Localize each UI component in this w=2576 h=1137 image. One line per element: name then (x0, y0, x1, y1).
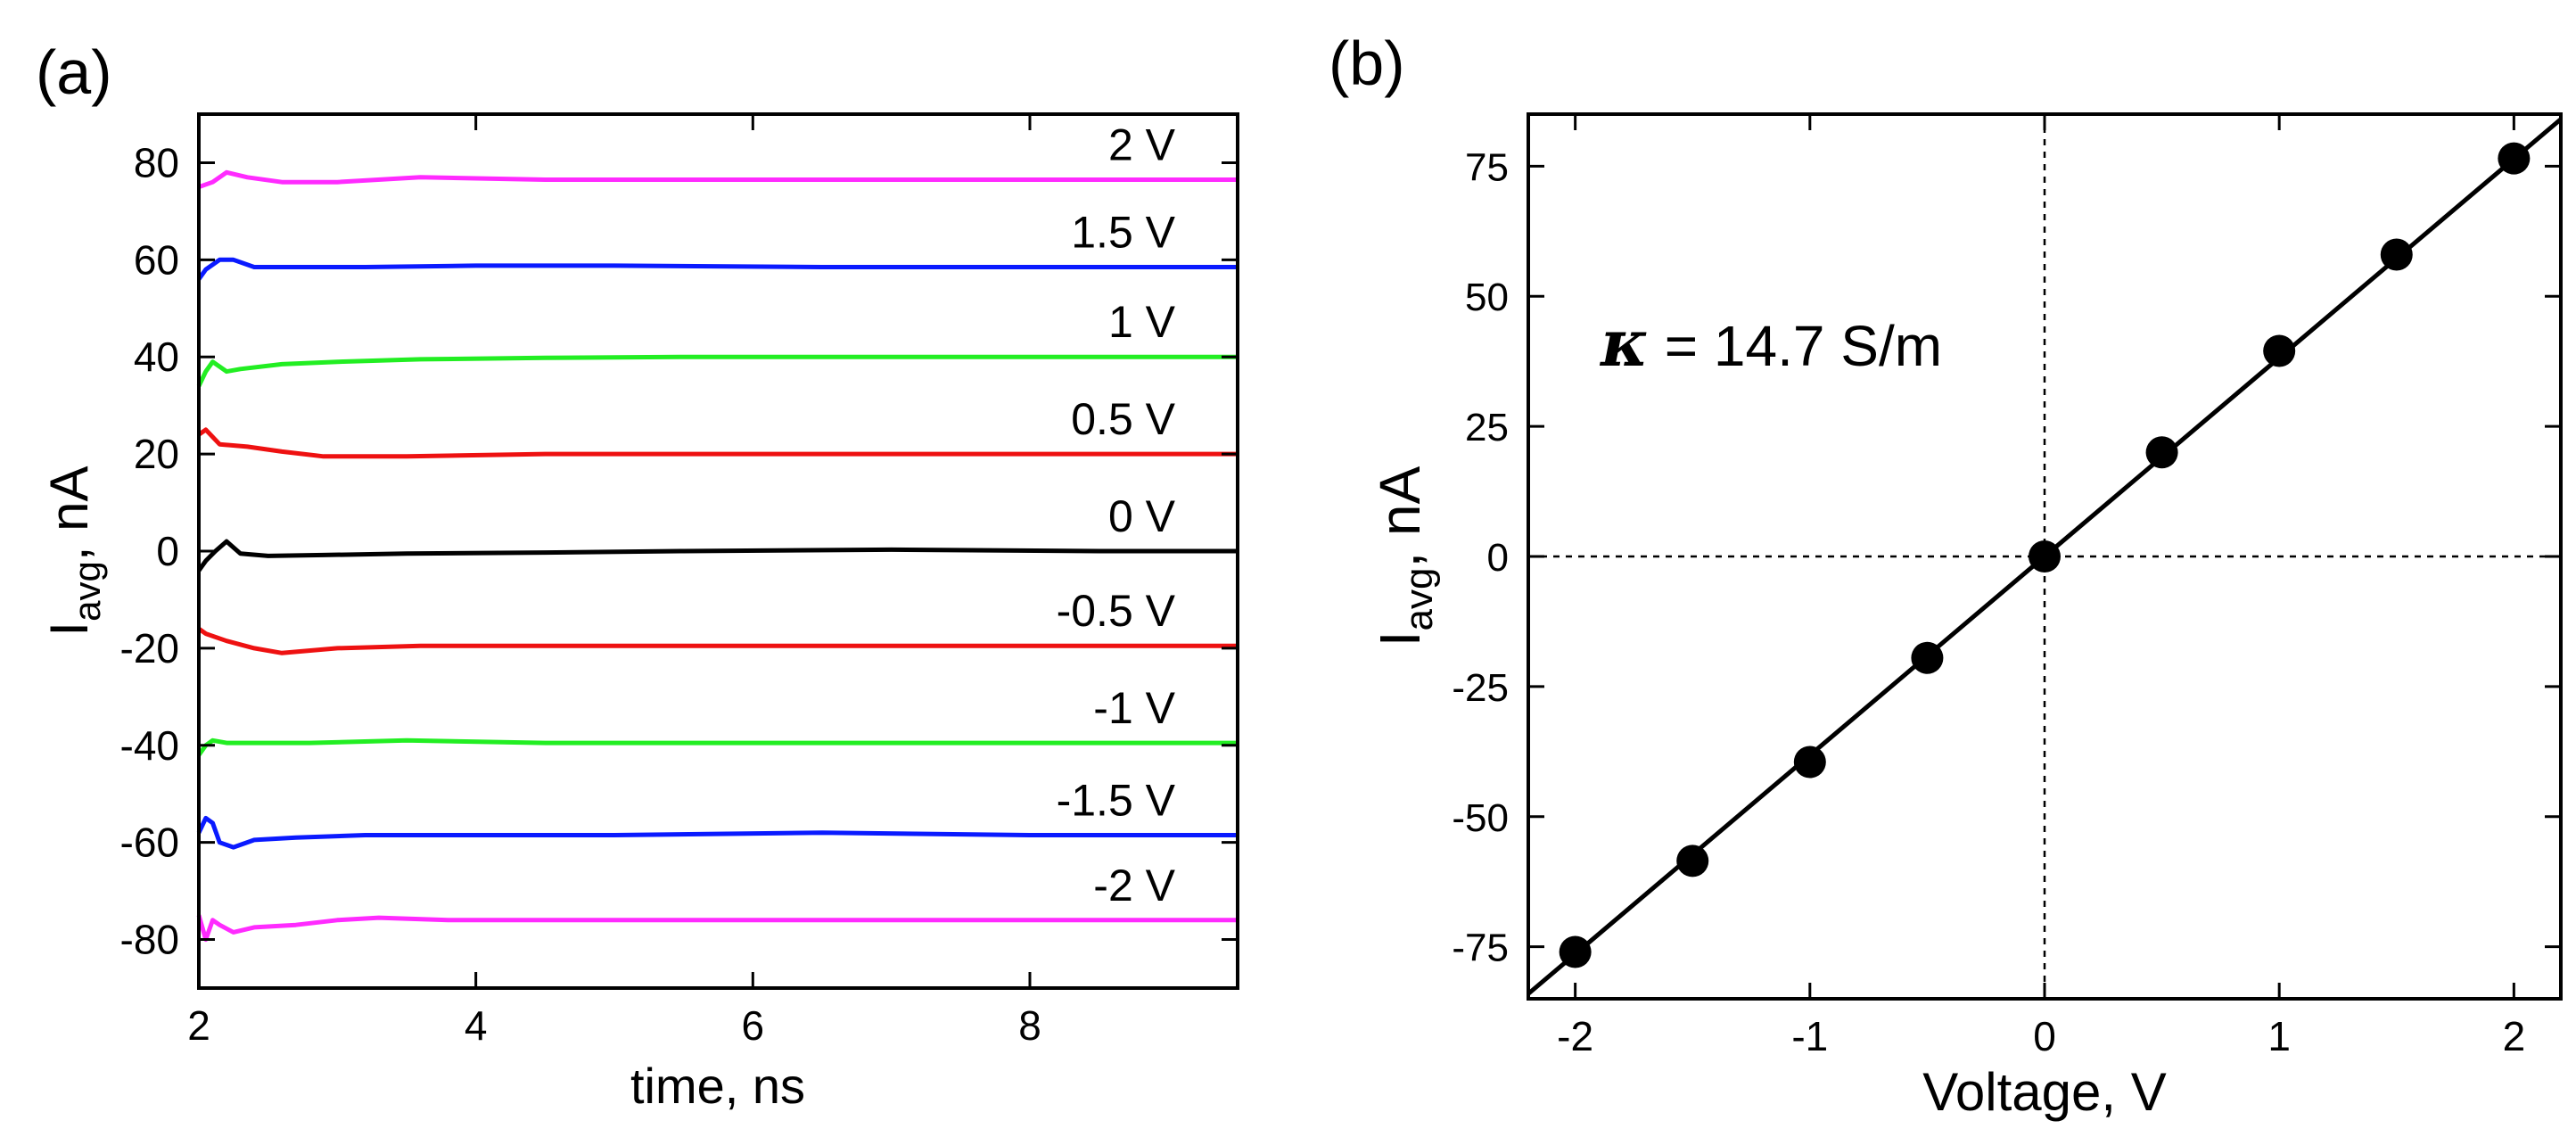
panel-b-y-tick-label-5: 50 (1465, 276, 1509, 319)
panel-a-y-tick-label-3: -20 (120, 625, 179, 671)
panel-a-series-label-4: 0 V (1108, 491, 1176, 541)
panel-b-x-ticks: -2 -1 0 1 2 (1557, 114, 2525, 1059)
panel-b-plot-area (1527, 112, 2563, 1001)
panel-a-series-label-6: -1 V (1093, 683, 1175, 733)
panel-a-series-group (196, 169, 1238, 943)
panel-a-series-labels: 2 V 1.5 V 1 V 0.5 V 0 V -0.5 V -1 V -1.5 V -2 V (1057, 120, 1176, 910)
panel-a-label: (a) (36, 37, 112, 107)
panel-b-label: (b) (1329, 29, 1405, 98)
panel-a-x-tick-label-0: 2 (187, 1002, 210, 1049)
panel-a-series-label-1: 1.5 V (1071, 208, 1175, 258)
panel-a-series-label-3: 0.5 V (1071, 394, 1175, 444)
panel-a-y-axis-label: Iavg, nA (39, 466, 108, 636)
panel-a-y-tick-label-0: -80 (120, 917, 179, 963)
panel-b-y-axis-label: Iavg, nA (1368, 466, 1441, 647)
panel-b-point-4 (2029, 540, 2061, 573)
panel-a-x-tick-label-3: 8 (1018, 1002, 1041, 1049)
panel-b-annotation: κ = 14.7 S/m (1599, 305, 1942, 381)
panel-b-y-tick-label-1: -50 (1452, 796, 1509, 840)
panel-a-series-line-2 (196, 354, 1238, 387)
panel-b-point-8 (2498, 142, 2531, 175)
panel-a-x-axis-label: time, ns (630, 1058, 805, 1114)
panel-a-series-line-3 (197, 427, 1238, 459)
panel-a-series-label-7: -1.5 V (1057, 776, 1176, 826)
panel-b-y-tick-label-4: 25 (1465, 406, 1509, 449)
panel-b-point-1 (1676, 845, 1709, 877)
panel-b-y-tick-label-2: -25 (1452, 666, 1509, 710)
panel-b-x-tick-label-2: 0 (2033, 1013, 2056, 1059)
panel-b-x-axis-label: Voltage, V (1922, 1062, 2167, 1122)
panel-a-y-tick-label-1: -60 (120, 820, 179, 866)
panel-a-series-label-2: 1 V (1108, 297, 1176, 347)
panel-a-y-tick-label-4: 0 (156, 528, 179, 574)
panel-a-y-ticks: -80 -60 -40 -20 0 20 40 60 80 (120, 139, 1238, 963)
panel-a-y-tick-label-5: 20 (134, 431, 179, 477)
panel-b-points (1559, 142, 2531, 968)
panel-b-y-tick-label-3: 0 (1487, 536, 1509, 580)
panel-a-series-line-4 (196, 539, 1238, 573)
panel-b-y-ticks: -75 -50 -25 0 25 50 75 (1452, 145, 2561, 970)
panel-a-series-line-8 (196, 914, 1238, 943)
panel-a-plot-area: 2 V 1.5 V 1 V 0.5 V 0 V -0.5 V -1 V -1.5 V -2 V (196, 112, 1239, 990)
panel-a-series-line-1 (196, 257, 1238, 281)
panel-a-series-line-7 (196, 815, 1238, 850)
panel-b-x-tick-label-0: -2 (1557, 1013, 1593, 1059)
panel-b-x-tick-label-3: 1 (2267, 1013, 2291, 1059)
panel-a-series-line-5 (197, 627, 1238, 655)
panel-b-point-0 (1559, 935, 1592, 968)
panel-a-series-label-0: 2 V (1108, 120, 1176, 170)
panel-b-point-3 (1911, 641, 1944, 674)
panel-a-x-ticks: 2 4 6 8 (187, 114, 1041, 1049)
panel-b-point-6 (2263, 334, 2296, 367)
panel-a: (a) 2 V1.5 V1 V0.5 V0 V-0.5 V-1 V-1.5 V-… (36, 37, 1239, 1114)
kappa-symbol: κ (1599, 305, 1649, 381)
panel-b-y-tick-label-0: -75 (1452, 927, 1509, 970)
panel-b-y-tick-label-6: 75 (1465, 145, 1509, 189)
panel-a-y-tick-label-6: 40 (134, 334, 179, 380)
panel-a-y-tick-label-2: -40 (120, 722, 179, 769)
panel-a-x-tick-label-2: 6 (742, 1002, 765, 1049)
panel-a-x-tick-label-1: 4 (465, 1002, 488, 1049)
panel-a-series-line-6 (196, 737, 1238, 757)
panel-a-series-label-5: -0.5 V (1057, 586, 1176, 636)
panel-b-point-7 (2380, 238, 2413, 271)
panel-a-y-tick-label-8: 80 (134, 139, 179, 185)
panel-b-point-2 (1793, 746, 1826, 779)
panel-b: (b) -2 -1 0 1 2 -75 -50 -25 0 25 50 75 κ = 14.7 S/… (1329, 29, 2563, 1122)
panel-b-x-tick-label-4: 2 (2503, 1013, 2526, 1059)
panel-a-y-tick-label-7: 60 (134, 236, 179, 283)
panel-b-point-5 (2145, 436, 2178, 469)
panel-b-x-tick-label-1: -1 (1791, 1013, 1828, 1059)
panel-a-series-label-8: -2 V (1093, 861, 1175, 910)
panel-a-series-line-0 (198, 169, 1238, 190)
